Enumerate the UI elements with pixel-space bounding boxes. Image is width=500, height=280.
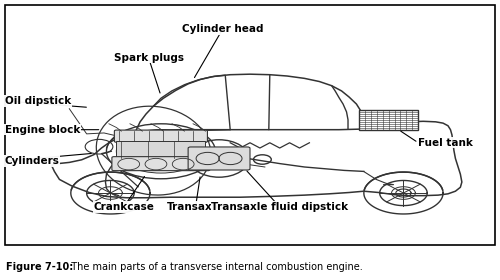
Text: Fuel tank: Fuel tank bbox=[418, 138, 473, 148]
Text: Transaxle fluid dipstick: Transaxle fluid dipstick bbox=[211, 202, 348, 212]
Bar bbox=[359, 110, 418, 130]
FancyBboxPatch shape bbox=[5, 4, 495, 245]
Text: The main parts of a transverse internal combustion engine.: The main parts of a transverse internal … bbox=[65, 262, 363, 272]
Text: Cylinder head: Cylinder head bbox=[182, 24, 264, 34]
Text: Figure 7-10:: Figure 7-10: bbox=[6, 262, 73, 272]
Text: Engine block: Engine block bbox=[5, 125, 80, 135]
FancyBboxPatch shape bbox=[114, 130, 208, 142]
Text: Cylinders: Cylinders bbox=[5, 156, 60, 166]
Text: Spark plugs: Spark plugs bbox=[114, 53, 184, 63]
FancyBboxPatch shape bbox=[188, 147, 250, 170]
Text: Transaxle: Transaxle bbox=[168, 202, 224, 212]
Bar bbox=[116, 141, 206, 158]
Text: Crankcase: Crankcase bbox=[94, 202, 154, 212]
FancyBboxPatch shape bbox=[112, 157, 210, 171]
Text: Oil dipstick: Oil dipstick bbox=[5, 96, 71, 106]
